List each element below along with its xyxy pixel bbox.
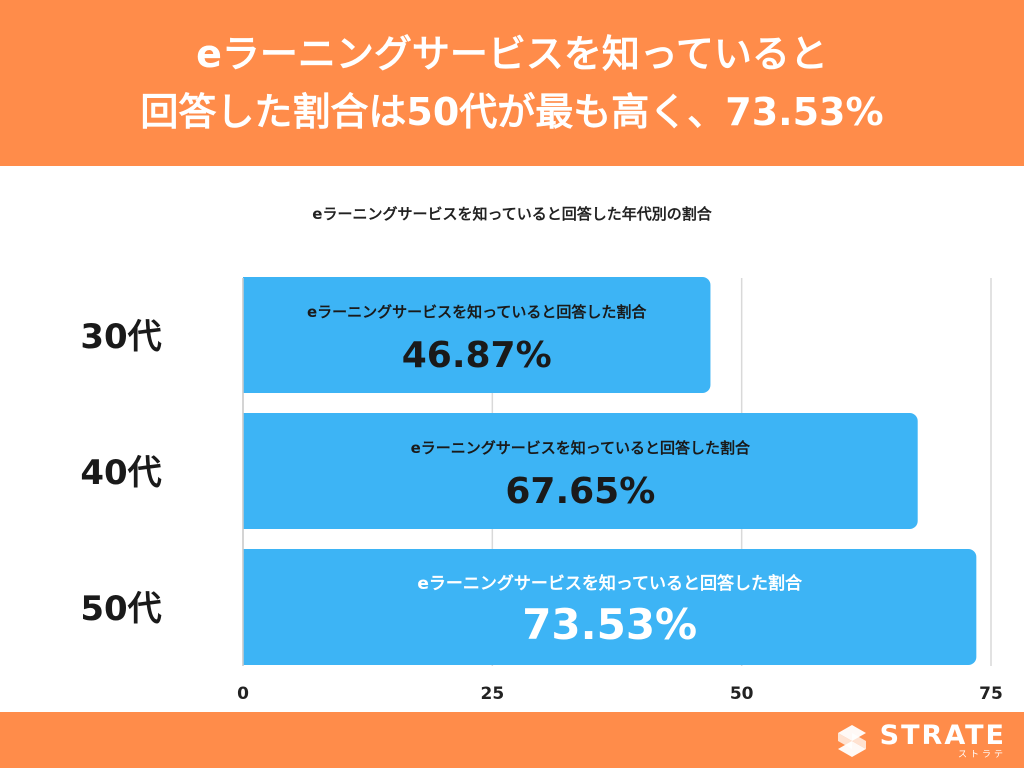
strate-logo-icon — [837, 725, 866, 757]
category-label: 30代 — [80, 317, 161, 357]
bar-value-label: 73.53% — [522, 600, 697, 649]
bar-left-edge — [243, 413, 253, 529]
logo-text: STRATE — [879, 720, 1006, 751]
header-title-line2: 回答した割合は50代が最も高く、73.53% — [140, 90, 884, 134]
strate-logo: STRATE ストラテ — [832, 720, 1006, 762]
bar-value-label: 46.87% — [402, 335, 552, 376]
x-tick-label: 75 — [979, 684, 1003, 704]
bar-series-label: eラーニングサービスを知っていると回答した割合 — [307, 303, 647, 321]
logo-subtext: ストラテ — [957, 750, 1006, 760]
x-tick-label: 25 — [480, 684, 504, 704]
bar — [243, 413, 918, 529]
bar-series-label: eラーニングサービスを知っていると回答した割合 — [417, 573, 803, 594]
bar-left-edge — [243, 277, 253, 393]
header-title-line1: eラーニングサービスを知っていると — [196, 32, 828, 76]
chart-title: eラーニングサービスを知っていると回答した年代別の割合 — [312, 205, 712, 223]
bar — [243, 549, 977, 665]
bar-value-label: 67.65% — [505, 471, 655, 512]
header-banner: eラーニングサービスを知っていると 回答した割合は50代が最も高く、73.53% — [0, 0, 1024, 166]
bar — [243, 277, 711, 393]
bar-chart: 0 25 50 75 30代 eラーニングサービスを知っていると回答した割合 46.87% 4… — [80, 277, 1003, 704]
category-label: 50代 — [80, 589, 161, 629]
category-label: 40代 — [80, 453, 161, 493]
x-tick-label: 0 — [237, 684, 249, 704]
footer-banner: STRATE ストラテ — [0, 712, 1024, 768]
x-tick-label: 50 — [730, 684, 754, 704]
bar-left-edge — [243, 549, 253, 665]
bar-series-label: eラーニングサービスを知っていると回答した割合 — [411, 439, 751, 457]
